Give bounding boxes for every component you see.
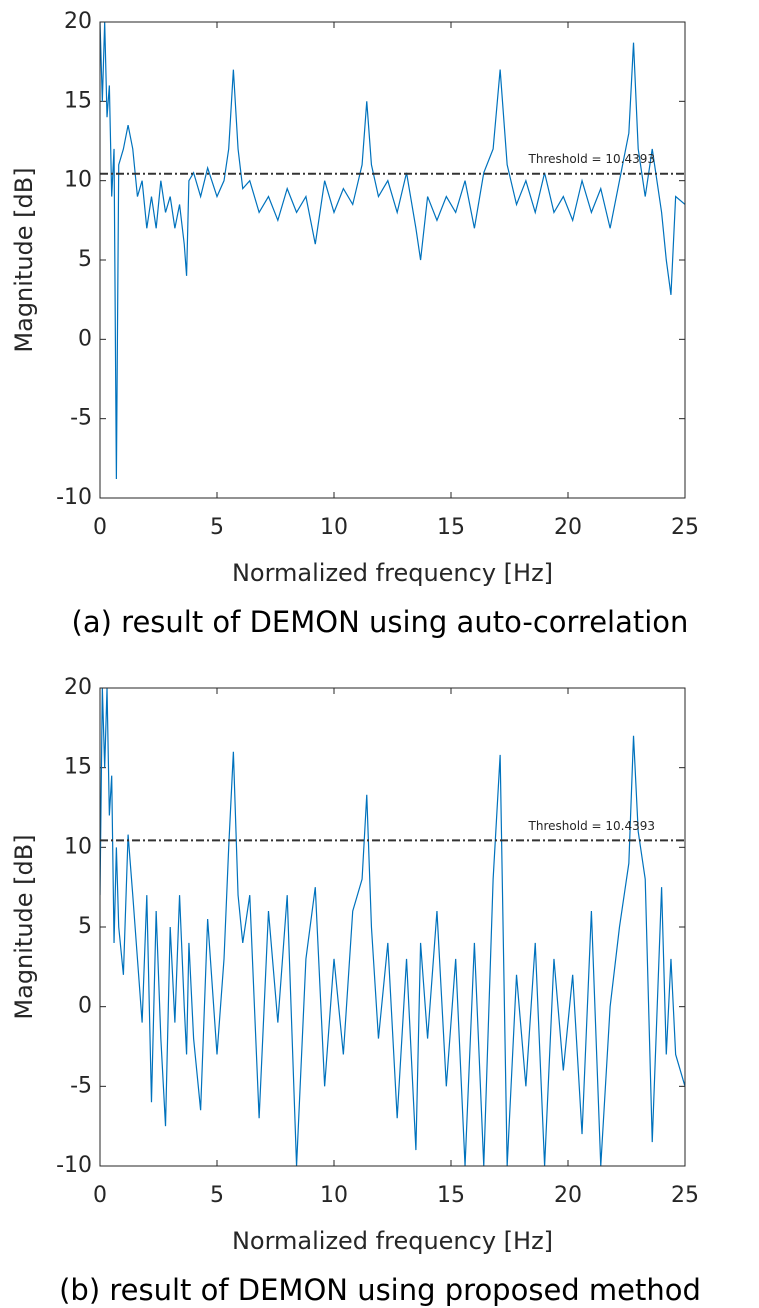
y-tick-label: 5 bbox=[78, 247, 92, 272]
y-tick-label: 20 bbox=[64, 675, 92, 700]
x-tick-label: 20 bbox=[554, 515, 582, 540]
x-tick-label: 5 bbox=[210, 1183, 224, 1208]
x-tick-label: 10 bbox=[320, 515, 348, 540]
threshold-label: Threshold = 10.4393 bbox=[528, 152, 655, 166]
y-tick-label: 5 bbox=[78, 914, 92, 939]
x-tick-label: 15 bbox=[437, 1183, 465, 1208]
y-tick-label: 0 bbox=[78, 994, 92, 1019]
y-tick-label: 20 bbox=[64, 9, 92, 34]
y-tick-label: -10 bbox=[56, 1153, 92, 1178]
x-axis-label: Normalized frequency [Hz] bbox=[232, 559, 553, 587]
chart: 0 5 10 15 20 25 -10 -5 0 5 10 15 20 Threshold = 10.43… bbox=[10, 675, 701, 1307]
y-tick-label: 10 bbox=[64, 168, 92, 193]
y-axis-label: Magnitude [dB] bbox=[10, 167, 38, 352]
y-tick-label: 15 bbox=[64, 88, 92, 113]
data-line bbox=[100, 688, 685, 1166]
chart: 0 5 10 15 20 25 -10 -5 0 5 10 15 20 Threshold = 10.43… bbox=[10, 9, 699, 639]
y-tick-label: -5 bbox=[70, 406, 92, 431]
axes-box bbox=[99, 687, 686, 1167]
y-tick-label: 10 bbox=[64, 834, 92, 859]
x-tick-label: 0 bbox=[93, 1183, 107, 1208]
x-tick-label: 10 bbox=[320, 1183, 348, 1208]
x-tick-label: 20 bbox=[554, 1183, 582, 1208]
threshold-label: Threshold = 10.4393 bbox=[528, 819, 655, 833]
x-tick-label: 15 bbox=[437, 515, 465, 540]
y-tick-label: -5 bbox=[70, 1073, 92, 1098]
data-line bbox=[100, 22, 685, 479]
y-tick-label: 15 bbox=[64, 755, 92, 780]
x-tick-label: 5 bbox=[210, 515, 224, 540]
x-tick-label: 25 bbox=[671, 515, 699, 540]
x-tick-label: 25 bbox=[671, 1183, 699, 1208]
axes-box bbox=[99, 21, 686, 499]
y-tick-label: -10 bbox=[56, 485, 92, 510]
caption: (a) result of DEMON using auto-correlati… bbox=[72, 605, 689, 639]
y-axis-label: Magnitude [dB] bbox=[10, 834, 38, 1019]
x-axis-label: Normalized frequency [Hz] bbox=[232, 1227, 553, 1255]
x-tick-label: 0 bbox=[93, 515, 107, 540]
caption: (b) result of DEMON using proposed metho… bbox=[59, 1273, 701, 1307]
y-tick-label: 0 bbox=[78, 326, 92, 351]
